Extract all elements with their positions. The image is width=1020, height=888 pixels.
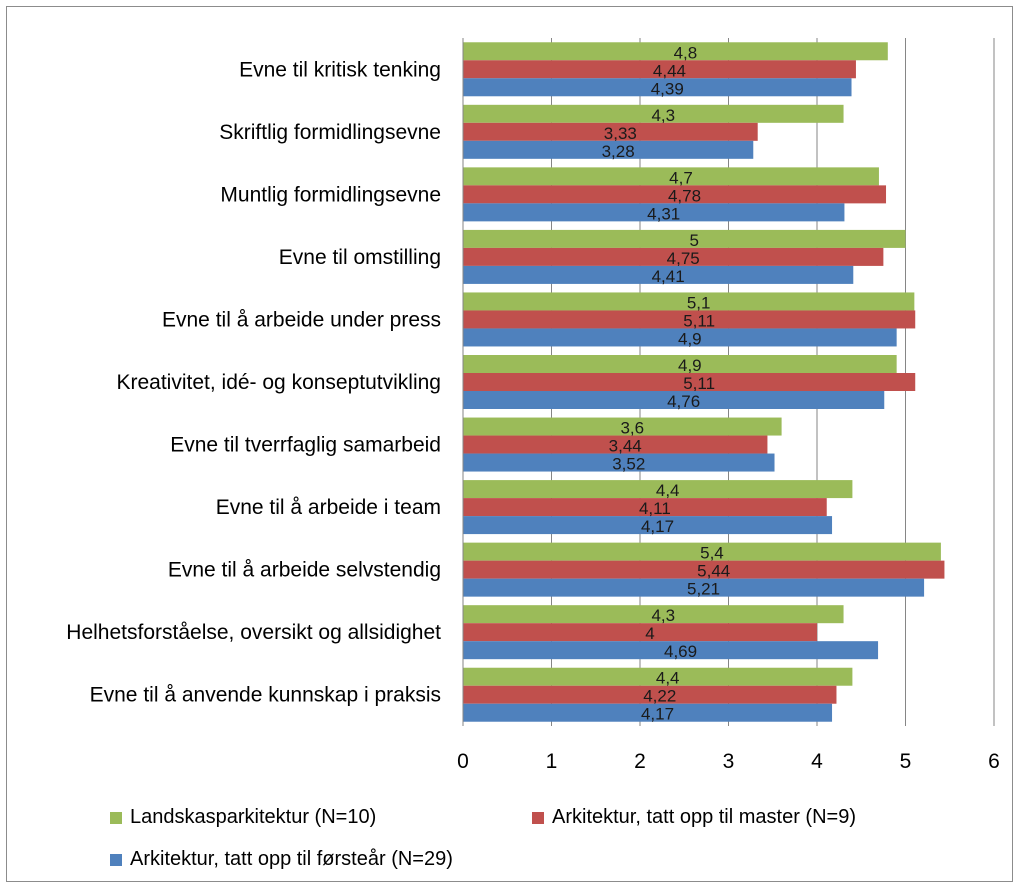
category-label: Evne til kritisk tenking <box>239 58 441 81</box>
legend-item-forstear: Arkitektur, tatt opp til førsteår (N=29) <box>110 848 453 871</box>
category-label: Evne til omstilling <box>279 246 441 269</box>
bar <box>463 516 833 535</box>
data-label: 4,17 <box>641 705 674 724</box>
data-label: 3,33 <box>604 124 637 143</box>
data-label: 4,44 <box>653 61 686 80</box>
data-label: 4,9 <box>678 356 702 375</box>
data-label: 4,22 <box>643 687 676 706</box>
data-label: 4,9 <box>678 329 702 348</box>
data-label: 4,4 <box>656 481 680 500</box>
data-label: 3,44 <box>609 437 642 456</box>
data-label: 4,3 <box>651 106 675 125</box>
category-label: Evne til å anvende kunnskap i praksis <box>90 684 441 707</box>
x-tick-label: 4 <box>811 750 823 773</box>
bar <box>463 310 916 329</box>
bar <box>463 185 887 204</box>
data-label: 4,7 <box>669 168 693 187</box>
bar <box>463 122 758 141</box>
category-label: Muntlig formidlingsevne <box>220 183 441 206</box>
x-tick-label: 0 <box>457 750 469 773</box>
bar <box>463 667 853 686</box>
data-label: 4 <box>645 624 654 643</box>
data-label: 4,11 <box>639 499 671 518</box>
category-label: Skriftlig formidlingsevne <box>219 121 441 144</box>
legend-item-master: Arkitektur, tatt opp til master (N=9) <box>532 806 856 829</box>
data-label: 4,75 <box>667 249 700 268</box>
bar <box>463 623 817 642</box>
data-label: 4,69 <box>664 642 697 661</box>
bar <box>463 685 837 704</box>
category-label: Kreativitet, idé- og konseptutvikling <box>116 371 441 394</box>
data-label: 5,21 <box>687 580 720 599</box>
bar <box>463 247 884 266</box>
bar <box>463 328 897 347</box>
bar <box>463 641 879 660</box>
data-label: 5 <box>690 231 699 250</box>
bar <box>463 605 844 624</box>
bar <box>463 435 768 454</box>
category-label: Evne til å arbeide i team <box>216 496 441 519</box>
data-label: 4,8 <box>674 43 698 62</box>
bar <box>463 453 775 472</box>
bar <box>463 42 888 61</box>
x-tick-label: 1 <box>546 750 558 773</box>
x-tick-label: 3 <box>723 750 735 773</box>
data-label: 4,39 <box>651 79 684 98</box>
data-label: 4,31 <box>647 204 680 223</box>
bar <box>463 578 925 597</box>
x-tick-label: 5 <box>900 750 912 773</box>
bar <box>463 417 782 436</box>
data-label: 4,3 <box>651 606 675 625</box>
bar <box>463 498 827 517</box>
bar <box>463 167 879 186</box>
legend-swatch-red <box>532 811 544 824</box>
data-label: 3,28 <box>602 142 635 161</box>
bar <box>463 391 885 409</box>
bar <box>463 265 854 284</box>
legend-swatch-green <box>110 811 122 824</box>
category-label: Evne til å arbeide selvstendig <box>168 559 441 582</box>
legend-label: Arkitektur, tatt opp til førsteår (N=29) <box>130 848 453 870</box>
category-label: Helhetsforståelse, oversikt og allsidigh… <box>66 621 441 644</box>
data-label: 5,11 <box>683 374 715 393</box>
data-label: 4,41 <box>652 267 685 286</box>
x-tick-label: 6 <box>988 750 1000 773</box>
data-label: 5,4 <box>700 544 724 563</box>
bar <box>463 542 941 561</box>
data-label: 3,6 <box>620 419 644 438</box>
data-label: 5,11 <box>683 311 715 330</box>
data-label: 5,44 <box>697 562 730 581</box>
bar <box>463 229 906 248</box>
data-label: 4,4 <box>656 669 680 688</box>
data-label: 4,78 <box>668 186 701 205</box>
data-label: 4,76 <box>667 392 700 411</box>
data-label: 4,17 <box>641 517 674 536</box>
x-tick-label: 2 <box>634 750 646 773</box>
legend-label: Arkitektur, tatt opp til master (N=9) <box>552 806 856 828</box>
bar <box>463 140 754 159</box>
category-label: Evne til tverrfaglig samarbeid <box>170 434 441 457</box>
bar <box>463 203 845 222</box>
bar <box>463 373 916 391</box>
legend-label: Landskasparkitektur (N=10) <box>130 806 377 828</box>
legend-item-landskap: Landskasparkitektur (N=10) <box>110 806 376 829</box>
bar <box>463 292 915 311</box>
bar <box>463 60 856 79</box>
data-label: 3,52 <box>612 455 645 474</box>
bar <box>463 104 844 123</box>
bar <box>463 355 897 373</box>
legend-swatch-blue <box>110 853 122 866</box>
bar <box>463 480 853 499</box>
category-label: Evne til å arbeide under press <box>162 308 441 331</box>
bar <box>463 703 833 722</box>
bar <box>463 560 945 579</box>
data-label: 5,1 <box>687 293 711 312</box>
bar <box>463 78 852 97</box>
